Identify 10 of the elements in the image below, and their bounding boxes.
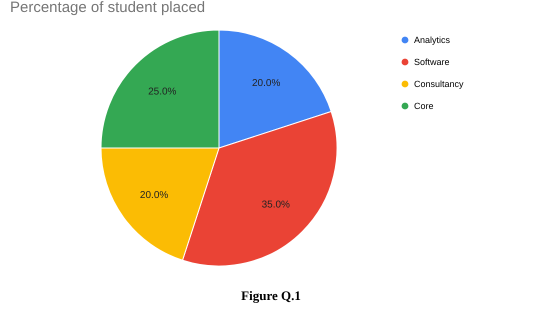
text: Figure Q.1 [241,288,301,303]
data-label: 20.0% [252,78,280,90]
chart-title: Percentage of student placed [10,0,206,16]
data-label: 35.0% [262,200,290,211]
legend-label: Core [414,101,434,111]
legend-label: Software [414,57,450,67]
legend-label: Analytics [414,35,451,45]
data-label: 20.0% [140,190,168,202]
data-label: 25.0% [148,86,177,98]
legend-label: Consultancy [414,79,464,89]
